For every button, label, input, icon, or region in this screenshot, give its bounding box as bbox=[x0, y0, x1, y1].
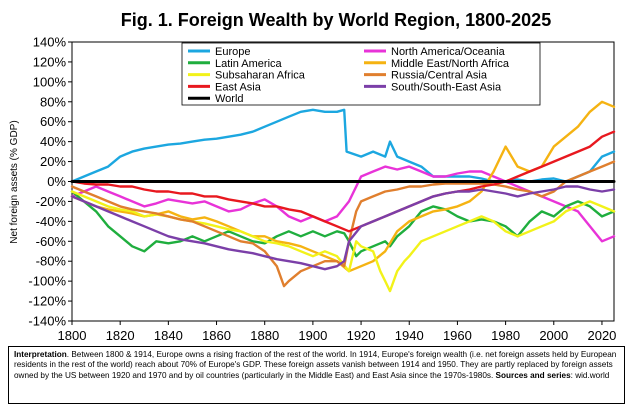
y-tick-label: 80% bbox=[40, 94, 66, 109]
chart-area: Fig. 1. Foreign Wealth by World Region, … bbox=[9, 10, 616, 344]
legend-label-world: World bbox=[215, 93, 244, 105]
y-tick-label: 120% bbox=[33, 54, 67, 69]
y-tick-label: -60% bbox=[36, 234, 67, 249]
series-line-latin-america bbox=[70, 190, 616, 258]
legend-label-east-asia: East Asia bbox=[215, 81, 262, 93]
y-tick-label: 140% bbox=[33, 35, 67, 50]
caption-sources-value: : wid.world bbox=[570, 370, 610, 380]
y-tick-label: 20% bbox=[40, 154, 66, 169]
x-tick-label: 1900 bbox=[298, 328, 327, 343]
series-line-middle-east-north-africa bbox=[70, 100, 616, 273]
legend-label-south-south-east-asia: South/South-East Asia bbox=[391, 81, 502, 93]
caption-sources-label: Sources and series bbox=[495, 370, 571, 380]
x-tick-label: 1960 bbox=[443, 328, 472, 343]
legend-label-russia-central-asia: Russia/Central Asia bbox=[391, 70, 488, 82]
x-tick-label: 2020 bbox=[587, 328, 616, 343]
series-line-south-south-east-asia bbox=[70, 185, 616, 271]
y-axis-label: Net foreign assets (% GDP) bbox=[9, 120, 20, 243]
series-line-russia-central-asia bbox=[70, 160, 616, 288]
legend-label-north-america-oceania: North America/Oceania bbox=[391, 46, 506, 58]
y-tick-label: -20% bbox=[36, 194, 67, 209]
caption-lead: Interpretation bbox=[14, 350, 67, 359]
caption-body: . Between 1800 & 1914, Europe owns a ris… bbox=[14, 350, 617, 380]
series-line-europe bbox=[70, 108, 616, 183]
y-tick-label: 40% bbox=[40, 134, 66, 149]
legend-label-latin-america: Latin America bbox=[215, 58, 283, 70]
y-tick-label: -40% bbox=[36, 214, 67, 229]
series-line-subsaharan-africa bbox=[70, 190, 616, 293]
legend-label-europe: Europe bbox=[215, 46, 250, 58]
x-tick-label: 1940 bbox=[395, 328, 424, 343]
x-tick-label: 1820 bbox=[106, 328, 135, 343]
y-tick-label: -80% bbox=[36, 254, 67, 269]
x-tick-label: 1840 bbox=[154, 328, 183, 343]
x-tick-label: 1800 bbox=[58, 328, 87, 343]
series-line-east-asia bbox=[70, 130, 616, 233]
x-tick-label: 1980 bbox=[491, 328, 520, 343]
legend: Europe North America/Oceania Latin America… bbox=[181, 42, 541, 106]
x-tick-label: 1880 bbox=[250, 328, 279, 343]
x-tick-label: 1920 bbox=[347, 328, 376, 343]
chart-title: Fig. 1. Foreign Wealth by World Region, … bbox=[121, 10, 551, 30]
plot-region: 140% 120% 100% 80% 60% 40% 20% 0% -20% -40% -60% -8… bbox=[28, 35, 616, 344]
y-tick-label: 60% bbox=[40, 114, 66, 129]
legend-label-middle-east-north-africa: Middle East/North Africa bbox=[391, 58, 510, 70]
y-tick-label: 100% bbox=[33, 74, 67, 89]
y-tick-label: -120% bbox=[28, 294, 66, 309]
y-tick-label: -100% bbox=[28, 274, 66, 289]
x-tick-label: 2000 bbox=[539, 328, 568, 343]
series-line-north-america-oceania bbox=[70, 165, 616, 243]
y-tick-label: -140% bbox=[28, 314, 66, 329]
y-tick-label: 0% bbox=[47, 174, 66, 189]
interpretation-caption: Interpretation. Between 1800 & 1914, Eur… bbox=[8, 346, 625, 404]
x-tick-label: 1860 bbox=[202, 328, 231, 343]
legend-label-subsaharan-africa: Subsaharan Africa bbox=[215, 70, 306, 82]
legend-box bbox=[181, 42, 541, 106]
